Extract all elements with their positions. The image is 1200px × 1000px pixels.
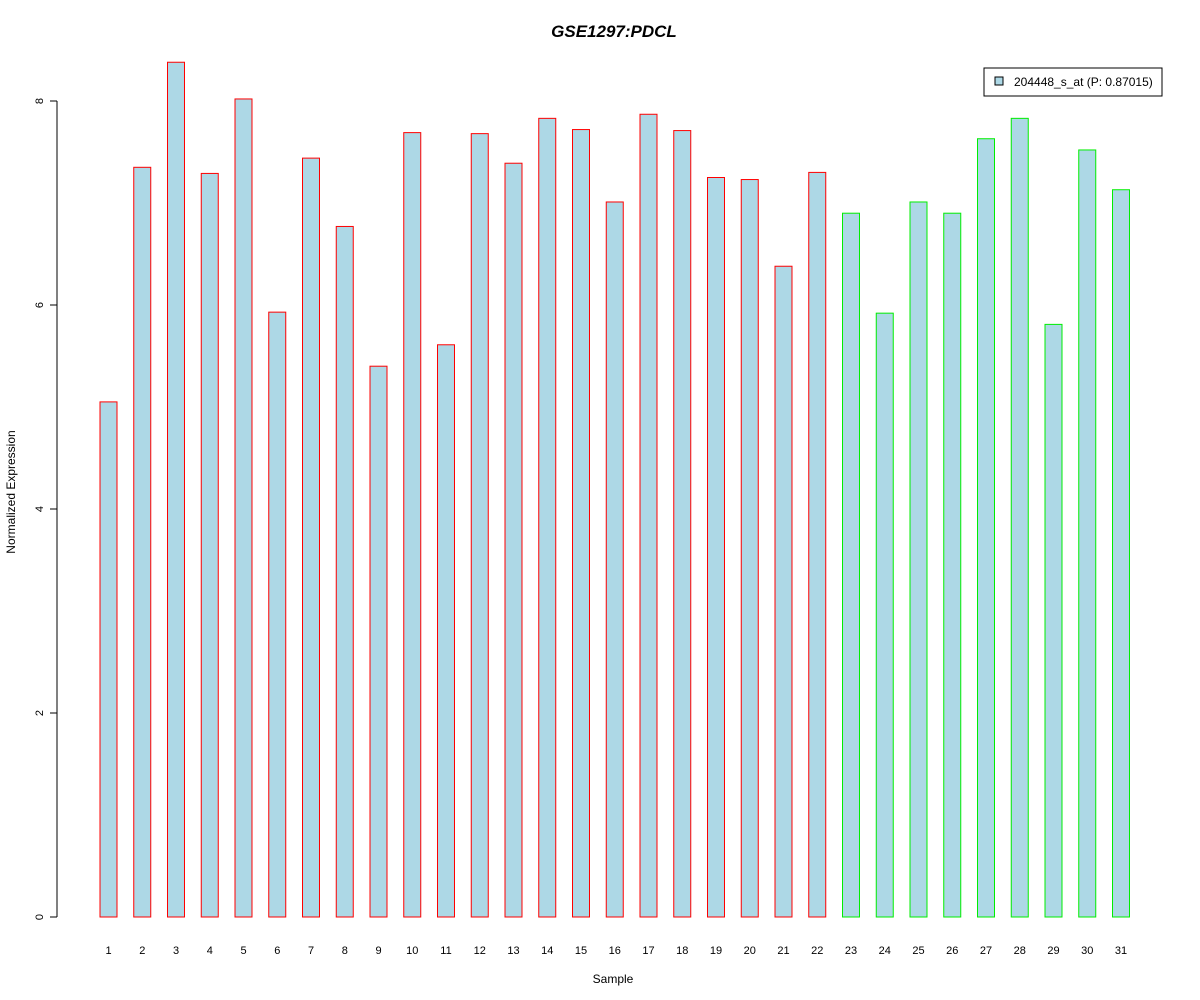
x-tick-labels: 1 2 3 4 5 6 7 8 9 10 11 12 13 14 15 16 17 18 19 20 21 22 23 24 2… [105, 945, 1127, 957]
bar-sample-8 [335, 225, 354, 918]
bar-sample-21 [774, 265, 793, 918]
legend-box [983, 67, 1163, 97]
x-tick-label: 11 [440, 945, 451, 957]
x-tick-label: 16 [609, 945, 621, 957]
bar-sample-23 [842, 212, 860, 918]
x-tick-label: 7 [308, 945, 314, 957]
bar-sample-5 [234, 98, 253, 918]
bar-sample-22 [808, 171, 827, 918]
x-tick-label: 13 [507, 945, 519, 957]
bar-sample-19 [707, 177, 725, 918]
bar-sample-30 [1078, 149, 1097, 918]
bars [99, 61, 1130, 918]
bar-sample-26 [943, 212, 962, 918]
x-tick-label: 24 [879, 945, 891, 957]
x-tick-label: 28 [1014, 945, 1026, 957]
x-tick-label: 1 [105, 945, 111, 957]
x-tick-label: 26 [946, 945, 958, 957]
x-tick-label: 9 [375, 945, 381, 957]
legend-swatch [994, 76, 1004, 86]
bar-sample-17 [639, 113, 658, 918]
bar-sample-27 [977, 138, 995, 918]
bar-sample-3 [167, 61, 185, 918]
x-tick-label: 8 [342, 945, 348, 957]
bar-sample-15 [572, 129, 590, 918]
y-axis-label: Normalized Expression [4, 430, 18, 553]
legend: 204448_s_at (P: 0.87015) [983, 67, 1163, 97]
x-tick-label: 19 [710, 945, 722, 957]
x-axis-label: Sample [593, 972, 634, 986]
x-tick-label: 20 [744, 945, 756, 957]
legend-label: 204448_s_at (P: 0.87015) [1014, 75, 1153, 89]
bar-sample-11 [437, 344, 455, 918]
x-tick-label: 15 [575, 945, 587, 957]
bar-sample-20 [740, 179, 759, 918]
x-tick-label: 31 [1115, 945, 1127, 957]
bar-sample-1 [99, 401, 118, 918]
bar-sample-9 [369, 365, 388, 918]
x-tick-label: 21 [777, 945, 789, 957]
x-tick-label: 17 [642, 945, 654, 957]
x-tick-label: 10 [406, 945, 418, 957]
x-tick-label: 30 [1081, 945, 1093, 957]
y-tick-label: 0 [34, 914, 46, 920]
bar-sample-25 [909, 201, 928, 918]
x-tick-label: 29 [1047, 945, 1059, 957]
bar-sample-16 [605, 201, 624, 918]
x-tick-label: 25 [912, 945, 924, 957]
bar-sample-29 [1044, 323, 1063, 918]
bar-sample-6 [268, 311, 287, 918]
y-tick-label: 2 [34, 710, 46, 716]
bar-sample-31 [1112, 189, 1130, 918]
x-tick-label: 23 [845, 945, 857, 957]
bar-sample-14 [538, 117, 557, 918]
y-axis: 0 2 4 6 8 [34, 98, 58, 920]
x-tick-label: 18 [676, 945, 688, 957]
bar-sample-4 [200, 172, 219, 918]
x-tick-label: 27 [980, 945, 992, 957]
x-tick-label: 4 [207, 945, 213, 957]
x-tick-label: 22 [811, 945, 823, 957]
bar-sample-24 [875, 312, 894, 918]
x-tick-label: 2 [139, 945, 145, 957]
bar-sample-28 [1010, 117, 1029, 918]
x-tick-label: 5 [240, 945, 246, 957]
x-tick-label: 14 [541, 945, 553, 957]
x-tick-label: 6 [274, 945, 280, 957]
chart-title: GSE1297:PDCL [551, 22, 677, 41]
x-tick-label: 12 [474, 945, 486, 957]
bar-sample-2 [133, 166, 152, 918]
y-tick-label: 8 [34, 98, 46, 104]
y-tick-label: 6 [34, 302, 46, 308]
x-tick-label: 3 [173, 945, 179, 957]
bar-sample-12 [470, 133, 489, 918]
bar-sample-10 [403, 132, 422, 918]
y-tick-label: 4 [34, 506, 46, 512]
bar-sample-13 [504, 162, 523, 918]
bar-sample-7 [302, 157, 320, 918]
bar-sample-18 [673, 130, 692, 918]
